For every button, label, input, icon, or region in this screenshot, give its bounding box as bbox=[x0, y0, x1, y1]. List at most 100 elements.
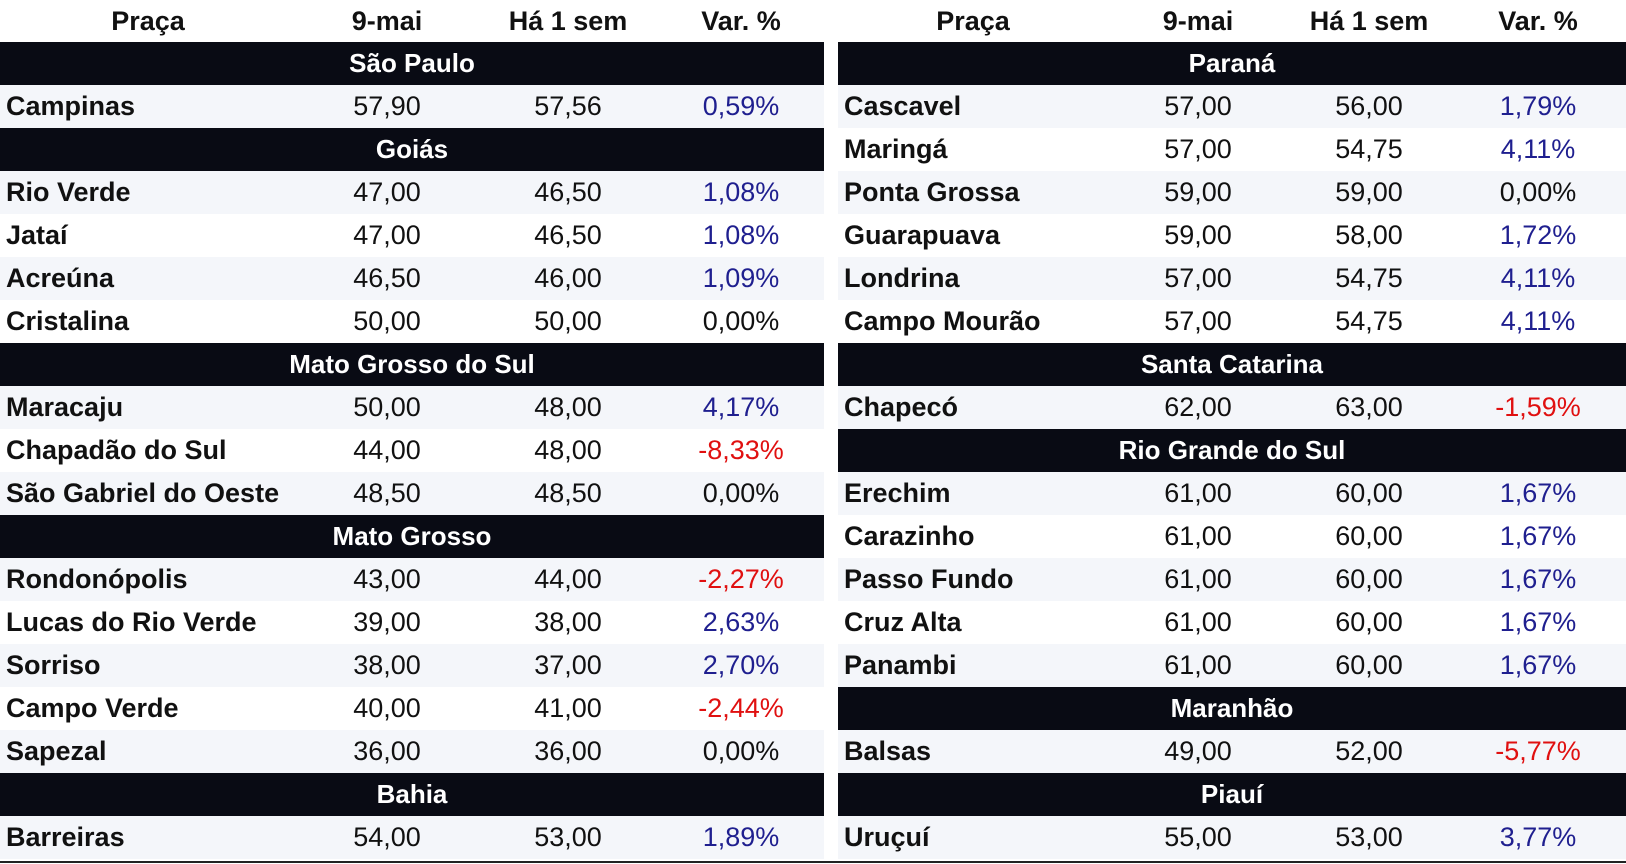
price-prev-cell: 44,00 bbox=[534, 564, 602, 594]
praca-cell: Maracaju bbox=[6, 392, 124, 422]
var-cell: -8,33% bbox=[698, 435, 784, 465]
price-prev-cell: 53,00 bbox=[1335, 822, 1403, 852]
table-row: Jataí 47,00 46,50 1,08% bbox=[0, 214, 824, 257]
price-date-cell: 50,00 bbox=[353, 306, 421, 336]
price-prev-cell: 54,75 bbox=[1335, 134, 1403, 164]
left-panel: Praça 9-mai Há 1 sem Var. % São Paulo Cam… bbox=[0, 0, 824, 859]
price-date-cell: 47,00 bbox=[353, 220, 421, 250]
header-row: Praça 9-mai Há 1 sem Var. % bbox=[0, 0, 824, 42]
section-header: Rio Grande do Sul bbox=[838, 429, 1626, 472]
var-cell: 4,17% bbox=[702, 392, 780, 422]
praca-cell: Carazinho bbox=[844, 521, 975, 551]
var-cell: 0,00% bbox=[702, 478, 780, 508]
table-row: Erechim 61,00 60,00 1,67% bbox=[838, 472, 1626, 515]
price-date-cell: 61,00 bbox=[1164, 521, 1232, 551]
var-cell: 4,11% bbox=[1500, 306, 1576, 336]
section-header: Piauí bbox=[838, 773, 1626, 816]
table-row: Campo Verde 40,00 41,00 -2,44% bbox=[0, 687, 824, 730]
praca-cell: Campo Verde bbox=[6, 693, 179, 723]
price-date-cell: 40,00 bbox=[353, 693, 421, 723]
table-row: Cruz Alta 61,00 60,00 1,67% bbox=[838, 601, 1626, 644]
table-row: Rio Verde 47,00 46,50 1,08% bbox=[0, 171, 824, 214]
var-cell: -5,77% bbox=[1495, 736, 1581, 766]
var-cell: 0,00% bbox=[1499, 177, 1577, 207]
header-date: 9-mai bbox=[1162, 5, 1234, 36]
price-date-cell: 57,00 bbox=[1164, 263, 1232, 293]
price-prev-cell: 52,00 bbox=[1335, 736, 1403, 766]
table-row: Cristalina 50,00 50,00 0,00% bbox=[0, 300, 824, 343]
price-prev-cell: 46,50 bbox=[534, 220, 602, 250]
section-header: Maranhão bbox=[838, 687, 1626, 730]
table-row: Acreúna 46,50 46,00 1,09% bbox=[0, 257, 824, 300]
header-praca: Praça bbox=[936, 5, 1010, 36]
price-prev-cell: 41,00 bbox=[534, 693, 602, 723]
price-date-cell: 57,00 bbox=[1164, 134, 1232, 164]
price-prev-cell: 53,00 bbox=[534, 822, 602, 852]
table-row: Barreiras 54,00 53,00 1,89% bbox=[0, 816, 824, 859]
var-cell: 2,63% bbox=[702, 607, 780, 637]
praca-cell: Campinas bbox=[6, 91, 136, 121]
praca-cell: Balsas bbox=[844, 736, 932, 766]
var-cell: 4,11% bbox=[1500, 134, 1576, 164]
left-body: São Paulo Campinas 57,90 57,56 0,59% Goiás Rio… bbox=[0, 42, 824, 859]
header-praca: Praça bbox=[111, 5, 185, 36]
price-date-cell: 62,00 bbox=[1164, 392, 1232, 422]
price-prev-cell: 60,00 bbox=[1335, 607, 1403, 637]
var-cell: 0,59% bbox=[702, 91, 780, 121]
price-date-cell: 59,00 bbox=[1164, 177, 1232, 207]
praca-cell: Ponta Grossa bbox=[844, 177, 1020, 207]
var-cell: 1,67% bbox=[1499, 607, 1577, 637]
price-date-cell: 57,90 bbox=[353, 91, 421, 121]
price-prev-cell: 60,00 bbox=[1335, 521, 1403, 551]
price-date-cell: 36,00 bbox=[353, 736, 421, 766]
price-date-cell: 59,00 bbox=[1164, 220, 1232, 250]
table-row: Maringá 57,00 54,75 4,11% bbox=[838, 128, 1626, 171]
price-prev-cell: 58,00 bbox=[1335, 220, 1403, 250]
table-row: Balsas 49,00 52,00 -5,77% bbox=[838, 730, 1626, 773]
price-date-cell: 46,50 bbox=[353, 263, 421, 293]
price-prev-cell: 48,00 bbox=[534, 392, 602, 422]
praca-cell: Acreúna bbox=[6, 263, 115, 293]
price-date-cell: 61,00 bbox=[1164, 478, 1232, 508]
price-date-cell: 47,00 bbox=[353, 177, 421, 207]
price-prev-cell: 46,50 bbox=[534, 177, 602, 207]
price-date-cell: 50,00 bbox=[353, 392, 421, 422]
price-prev-cell: 60,00 bbox=[1335, 564, 1403, 594]
price-date-cell: 57,00 bbox=[1164, 306, 1232, 336]
praca-cell: Rondonópolis bbox=[6, 564, 188, 594]
var-cell: 2,70% bbox=[702, 650, 780, 680]
price-prev-cell: 50,00 bbox=[534, 306, 602, 336]
praca-cell: Cruz Alta bbox=[844, 607, 962, 637]
price-prev-cell: 63,00 bbox=[1335, 392, 1403, 422]
praca-cell: Maringá bbox=[844, 134, 948, 164]
price-date-cell: 61,00 bbox=[1164, 564, 1232, 594]
var-cell: 1,09% bbox=[702, 263, 780, 293]
price-date-cell: 61,00 bbox=[1164, 607, 1232, 637]
praca-cell: Cristalina bbox=[6, 306, 130, 336]
var-cell: 0,00% bbox=[702, 306, 780, 336]
praca-cell: Sorriso bbox=[6, 650, 101, 680]
header-prev: Há 1 sem bbox=[1309, 5, 1429, 36]
price-prev-cell: 60,00 bbox=[1335, 650, 1403, 680]
table-row: Campo Mourão 57,00 54,75 4,11% bbox=[838, 300, 1626, 343]
praca-cell: Lucas do Rio Verde bbox=[6, 607, 257, 637]
praca-cell: São Gabriel do Oeste bbox=[6, 478, 280, 508]
table-row: Guarapuava 59,00 58,00 1,72% bbox=[838, 214, 1626, 257]
praca-cell: Chapecó bbox=[844, 392, 959, 422]
praca-cell: Sapezal bbox=[6, 736, 107, 766]
var-cell: 1,89% bbox=[702, 822, 780, 852]
table-row: Uruçuí 55,00 53,00 3,77% bbox=[838, 816, 1626, 859]
price-date-cell: 61,00 bbox=[1164, 650, 1232, 680]
price-date-cell: 43,00 bbox=[353, 564, 421, 594]
header-var: Var. % bbox=[1498, 5, 1578, 36]
var-cell: -1,59% bbox=[1495, 392, 1581, 422]
var-cell: 4,11% bbox=[1500, 263, 1576, 293]
praca-cell: Cascavel bbox=[844, 91, 962, 121]
table-row: Rondonópolis 43,00 44,00 -2,27% bbox=[0, 558, 824, 601]
right-panel: Praça 9-mai Há 1 sem Var. % Paraná Cascav… bbox=[838, 0, 1626, 859]
price-prev-cell: 37,00 bbox=[534, 650, 602, 680]
price-date-cell: 39,00 bbox=[353, 607, 421, 637]
praca-cell: Erechim bbox=[844, 478, 951, 508]
section-header: Mato Grosso bbox=[0, 515, 824, 558]
table-row: Sorriso 38,00 37,00 2,70% bbox=[0, 644, 824, 687]
